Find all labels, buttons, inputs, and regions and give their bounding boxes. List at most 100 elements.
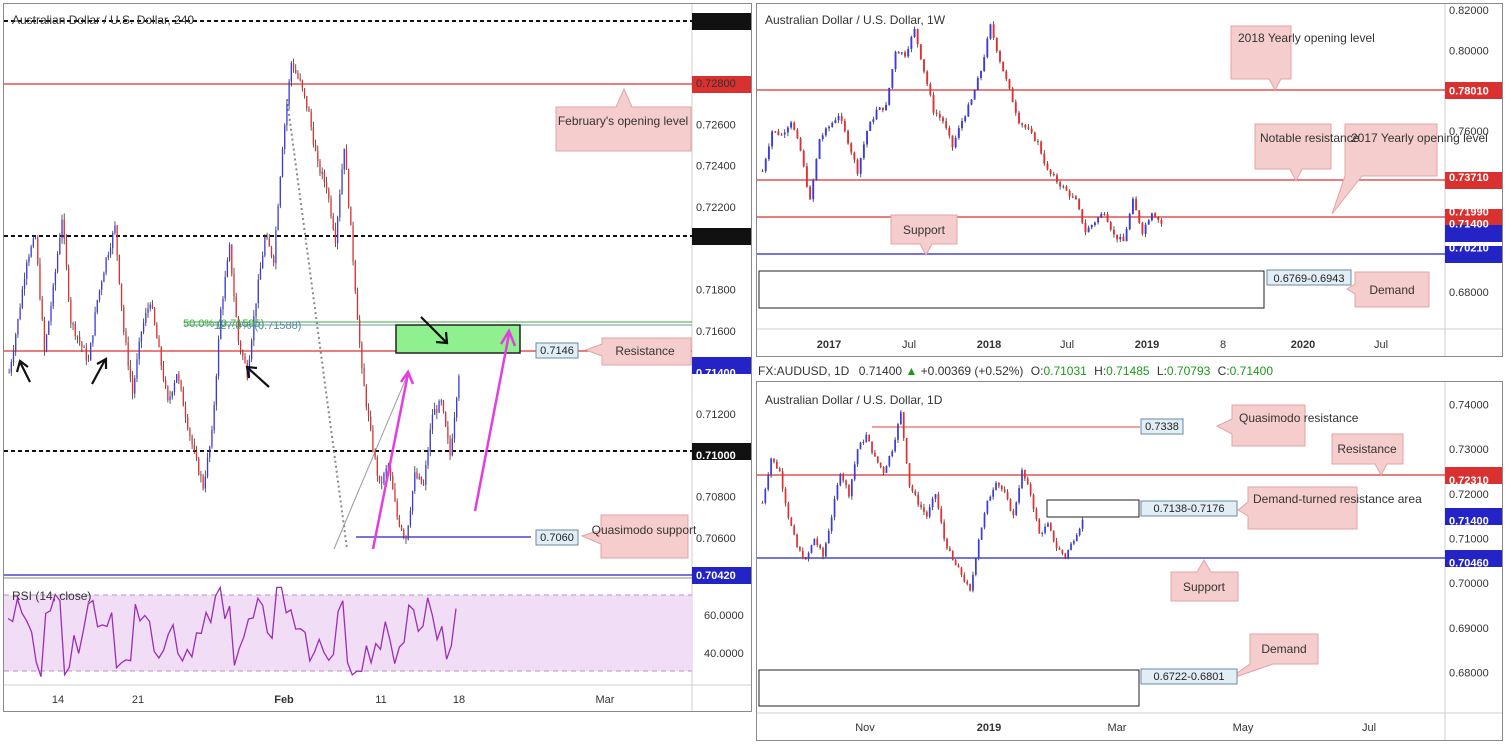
h4-candle <box>19 307 21 320</box>
daily-candle <box>897 424 899 440</box>
daily-candle <box>894 439 896 452</box>
callout-notable <box>1254 123 1332 183</box>
daily-chart-pane[interactable]: Australian Dollar / U.S. Dollar, 1D Quas… <box>756 381 1503 741</box>
daily-candle <box>1070 543 1072 551</box>
price-tick: 0.71800 <box>696 285 736 297</box>
h4-candle <box>347 169 350 207</box>
callout-resistance-daily <box>1331 433 1404 477</box>
date-tick: 2017 <box>817 339 841 351</box>
h4-candle <box>123 307 125 332</box>
h4-candle <box>303 88 306 96</box>
weekly-candle <box>1027 127 1030 129</box>
price-tick: 0.70420 <box>696 570 736 582</box>
h4-candle <box>235 296 237 318</box>
daily-price-axis[interactable]: 0.74000 0.73000 0.72310 0.72000 0.71000 0.714… <box>1449 399 1489 679</box>
h4-candle <box>158 338 160 348</box>
h4-chart-pane[interactable]: Australian Dollar / U.S. Dollar, 240 50.… <box>3 3 752 712</box>
weekly-date-axis[interactable]: 2017 Jul 2018 Jul 2019 8 2020 Jul <box>817 339 1388 351</box>
price-tick: 0.72400 <box>696 161 736 173</box>
weekly-candle <box>831 123 834 127</box>
h4-candle <box>244 356 246 364</box>
price-tick: 0.71400 <box>1449 516 1489 528</box>
h4-candle <box>440 400 442 402</box>
date-tick: 21 <box>132 694 144 706</box>
h4-candle <box>8 372 10 374</box>
daily-candle <box>951 550 954 560</box>
h4-candle <box>275 229 277 264</box>
weekly-candle <box>1040 141 1043 154</box>
callout-quasimodo-res <box>1215 404 1306 447</box>
weekly-chart-pane[interactable]: Australian Dollar / U.S. Dollar, 1W 2018… <box>756 3 1503 357</box>
h4-candle <box>262 255 264 269</box>
daily-candle <box>954 559 957 566</box>
callout-demand-daily <box>1226 633 1319 681</box>
weekly-candle <box>809 186 812 200</box>
callout-demand-turned <box>1237 486 1358 530</box>
daily-chart-svg: Australian Dollar / U.S. Dollar, 1D Quas… <box>757 382 1502 740</box>
daily-candle <box>888 455 891 466</box>
weekly-candle <box>1078 199 1081 210</box>
weekly-candle <box>1002 61 1005 72</box>
h4-candle <box>456 398 458 418</box>
h4-price-axis[interactable]: 0.73000 0.72800 0.72710 0.72600 0.72400 0.722… <box>696 37 736 582</box>
h4-candle <box>187 417 189 429</box>
rsi-line <box>7 585 457 677</box>
daily-candle <box>1075 535 1078 542</box>
h4-candle <box>120 283 123 308</box>
daily-candle <box>1038 519 1041 534</box>
daily-candle <box>1035 509 1038 520</box>
date-tick: Mar <box>1108 722 1127 734</box>
demand-zone-daily[interactable] <box>758 669 1140 707</box>
weekly-candle <box>1154 213 1157 218</box>
weekly-candle <box>961 121 963 129</box>
callout-quasimodo-text: Quasimodo support <box>592 523 697 537</box>
daily-candle <box>767 475 770 490</box>
weekly-candle <box>764 159 767 172</box>
price-tick: 0.80000 <box>1449 45 1489 57</box>
h4-candle <box>180 380 182 390</box>
low-value: 0.70793 <box>1166 364 1211 378</box>
price-tick: 0.70600 <box>696 533 736 545</box>
weekly-candle <box>1011 88 1014 103</box>
daily-candle <box>882 467 885 473</box>
price-tick: 0.70460 <box>1449 558 1489 570</box>
price-tick: 0.70800 <box>696 491 736 503</box>
daily-candle <box>983 513 986 528</box>
h4-candle <box>182 389 184 407</box>
h4-candle <box>411 491 414 511</box>
rsi-tick-40: 40.0000 <box>704 648 744 660</box>
sell-zone[interactable] <box>395 324 521 354</box>
h4-candle <box>392 475 394 490</box>
demand-zone[interactable] <box>758 270 1265 309</box>
h4-candle <box>112 233 114 249</box>
weekly-candle <box>771 131 774 147</box>
h4-candle <box>319 161 321 174</box>
daily-candle <box>761 502 764 504</box>
callout-support <box>890 214 958 257</box>
h4-candle <box>306 95 308 109</box>
h4-candle <box>350 206 352 226</box>
daily-candle <box>853 464 856 480</box>
price-tick: 0.68000 <box>1449 287 1489 299</box>
weekly-candle <box>894 51 897 70</box>
daily-candle <box>923 507 925 512</box>
up-triangle-icon: ▲ <box>905 364 918 378</box>
weekly-price-axis[interactable]: 0.82000 0.80000 0.78010 0.76000 0.73710 0.719… <box>1449 5 1489 299</box>
h4-date-axis[interactable]: 14 21 Feb 11 18 Mar <box>52 694 615 706</box>
h4-candle <box>394 489 396 502</box>
h4-candle <box>405 535 407 540</box>
daily-candle <box>900 412 902 425</box>
price-tick: 0.70210 <box>1449 242 1489 254</box>
weekly-candle <box>774 131 777 133</box>
weekly-candle <box>995 37 998 52</box>
h4-candle <box>385 468 387 474</box>
price-tick: 0.76000 <box>1449 126 1489 138</box>
high-label: H: <box>1094 364 1107 378</box>
daily-candle <box>1006 491 1009 499</box>
demand-turned-zone[interactable] <box>1046 499 1140 518</box>
daily-candle <box>865 434 868 442</box>
daily-candle <box>989 496 992 501</box>
daily-date-axis[interactable]: Nov 2019 Mar May Jul <box>855 722 1376 734</box>
h4-candle <box>94 312 96 336</box>
tag-resistance: 0.7146 <box>540 345 574 357</box>
